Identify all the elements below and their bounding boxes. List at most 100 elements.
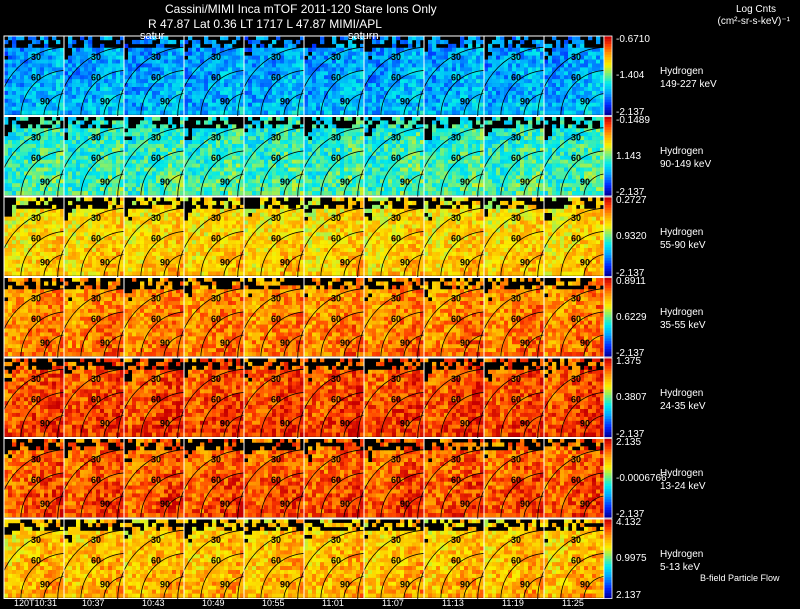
heatmap-cell — [76, 67, 80, 71]
heatmap-cell — [384, 67, 388, 71]
heatmap-cell — [356, 152, 360, 156]
heatmap-cell — [68, 179, 72, 183]
heatmap-cell — [236, 79, 240, 83]
heatmap-cell — [8, 148, 12, 152]
heatmap-cell — [80, 132, 84, 136]
heatmap-cell — [84, 168, 88, 172]
heatmap-cell — [432, 95, 436, 99]
heatmap-cell — [396, 168, 400, 172]
heatmap-cell — [220, 171, 224, 175]
heatmap-cell — [472, 140, 476, 144]
heatmap-cell — [224, 148, 228, 152]
heatmap-cell — [132, 95, 136, 99]
heatmap-cell — [380, 148, 384, 152]
heatmap-cell — [64, 128, 68, 132]
heatmap-cell — [132, 52, 136, 56]
heatmap-cell — [432, 79, 436, 83]
heatmap-cell — [596, 83, 600, 87]
heatmap-cell — [172, 144, 176, 148]
heatmap-cell — [28, 63, 32, 67]
heatmap-cell — [136, 183, 140, 187]
heatmap-cell — [504, 79, 508, 83]
heatmap-cell — [4, 60, 8, 64]
heatmap-cell — [340, 107, 344, 111]
heatmap-cell — [80, 48, 84, 52]
heatmap-cell — [344, 91, 348, 95]
heatmap-cell — [32, 36, 36, 40]
heatmap-cell — [24, 152, 28, 156]
contour-label: 90 — [280, 96, 290, 106]
heatmap-cell — [452, 111, 456, 115]
heatmap-cell — [268, 103, 272, 107]
heatmap-cell — [296, 63, 300, 67]
heatmap-cell — [124, 183, 128, 187]
heatmap-cell — [24, 79, 28, 83]
heatmap-cell — [464, 132, 468, 136]
heatmap-cell — [440, 52, 444, 56]
heatmap-cell — [124, 75, 128, 79]
heatmap-cell — [388, 175, 392, 179]
heatmap-cell — [500, 75, 504, 79]
heatmap-cell — [368, 63, 372, 67]
heatmap-cell — [260, 107, 264, 111]
heatmap-cell — [304, 91, 308, 95]
heatmap-cell — [440, 48, 444, 52]
heatmap-cell — [276, 164, 280, 168]
heatmap-cell — [100, 63, 104, 67]
heatmap-cell — [164, 148, 168, 152]
contour-label: 30 — [31, 133, 41, 143]
heatmap-cell — [76, 71, 80, 75]
heatmap-cell — [32, 99, 36, 103]
heatmap-cell — [188, 36, 192, 40]
heatmap-cell — [416, 128, 420, 132]
heatmap-cell — [392, 99, 396, 103]
heatmap-cell — [432, 175, 436, 179]
heatmap-cell — [248, 164, 252, 168]
heatmap-cell — [316, 83, 320, 87]
heatmap-cell — [288, 56, 292, 60]
heatmap-cell — [428, 79, 432, 83]
heatmap-cell — [368, 99, 372, 103]
heatmap-cell — [108, 144, 112, 148]
heatmap-cell — [136, 95, 140, 99]
heatmap-cell — [372, 48, 376, 52]
heatmap-cell — [144, 107, 148, 111]
heatmap-cell — [516, 91, 520, 95]
heatmap-cell — [200, 171, 204, 175]
heatmap-cell — [556, 103, 560, 107]
heatmap-cell — [140, 87, 144, 91]
heatmap-cell — [284, 87, 288, 91]
heatmap-cell — [344, 132, 348, 136]
heatmap-cell — [168, 107, 172, 111]
heatmap-cell — [368, 83, 372, 87]
heatmap-cell — [296, 48, 300, 52]
heatmap-cell — [208, 191, 212, 195]
heatmap-cell — [16, 132, 20, 136]
heatmap-cell — [552, 60, 556, 64]
contour-label: 60 — [451, 72, 461, 82]
heatmap-cell — [72, 136, 76, 140]
heatmap-cell — [524, 36, 528, 40]
heatmap-cell — [264, 124, 268, 128]
heatmap-cell — [204, 160, 208, 164]
heatmap-cell — [296, 160, 300, 164]
heatmap-cell — [468, 75, 472, 79]
heatmap-cell — [48, 171, 52, 175]
heatmap-cell — [164, 124, 168, 128]
heatmap-cell — [392, 117, 396, 121]
heatmap-cell — [352, 160, 356, 164]
heatmap-cell — [4, 52, 8, 56]
heatmap-cell — [436, 48, 440, 52]
heatmap-cell — [84, 128, 88, 132]
heatmap-cell — [344, 87, 348, 91]
contour-label: 30 — [211, 133, 221, 143]
heatmap-cell — [340, 44, 344, 48]
heatmap-cell — [200, 164, 204, 168]
heatmap-cell — [244, 175, 248, 179]
heatmap-cell — [296, 87, 300, 91]
heatmap-cell — [12, 87, 16, 91]
heatmap-cell — [488, 107, 492, 111]
heatmap-cell — [404, 63, 408, 67]
heatmap-cell — [48, 132, 52, 136]
heatmap-cell — [596, 36, 600, 40]
